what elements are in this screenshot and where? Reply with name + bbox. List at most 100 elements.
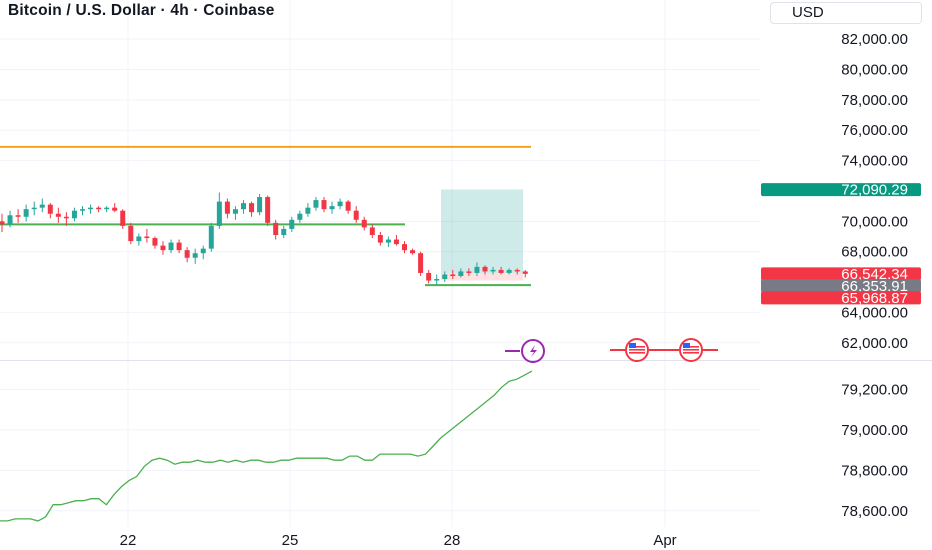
indicator-tick-label: 79,200.00: [841, 381, 908, 398]
candle-body: [96, 207, 102, 210]
candle-body: [216, 201, 222, 226]
candle-body: [522, 271, 528, 274]
price-badge-label: 65,968.87: [841, 290, 908, 307]
candle-body: [377, 234, 383, 243]
price-tick-label: 70,000.00: [841, 213, 908, 230]
candle-body: [313, 200, 319, 208]
candle-body: [434, 279, 440, 281]
time-axis: 22 25 28 Apr: [120, 532, 677, 549]
time-tick-label: 25: [282, 532, 299, 549]
candle-body: [184, 250, 190, 258]
candle-body: [353, 210, 359, 220]
candle-body: [297, 213, 303, 220]
price-tick-label: 74,000.00: [841, 153, 908, 170]
candle-body: [152, 238, 158, 246]
candle-body: [104, 207, 110, 210]
event-icons: [505, 338, 718, 363]
currency-selector[interactable]: USD: [770, 2, 922, 24]
candle-body: [241, 203, 246, 210]
candle-body: [281, 228, 287, 235]
horizontal-levels: [0, 145, 531, 287]
candle-body: [112, 207, 118, 211]
indicator-line-series: [0, 370, 533, 522]
indicator-tick-label: 78,600.00: [841, 503, 908, 520]
candle-body: [466, 271, 472, 273]
indicator-tick-label: 79,000.00: [841, 422, 908, 439]
flash-event-icon: [505, 339, 545, 363]
candle-body: [506, 269, 512, 273]
candle-body: [63, 216, 69, 219]
price-tick-label: 76,000.00: [841, 122, 908, 139]
candle-body: [80, 209, 85, 211]
candle-body: [385, 239, 391, 243]
candle-body: [88, 207, 94, 210]
candle-body: [418, 253, 424, 273]
candle-body: [176, 242, 182, 251]
price-badge-label: 66,542.34: [841, 266, 908, 283]
indicator-line: [0, 370, 533, 522]
price-tick-label: 68,000.00: [841, 244, 908, 261]
price-badge-label: 66,353.91: [841, 278, 908, 295]
candle-body: [265, 197, 271, 223]
price-tick-label: 64,000.00: [841, 304, 908, 321]
candle-body: [490, 269, 496, 272]
candle-body: [128, 225, 134, 242]
candle-body: [482, 266, 488, 272]
candle-body: [192, 253, 198, 258]
candle-body: [474, 266, 480, 273]
price-axis: 82,000.00 80,000.00 78,000.00 76,000.00 74,0…: [841, 31, 908, 520]
candle-body: [55, 213, 61, 217]
candle-body: [160, 245, 166, 251]
price-badge-bid: [761, 291, 921, 305]
candle-body: [458, 271, 464, 276]
candle-body: [426, 272, 432, 281]
candle-body: [305, 207, 311, 214]
target-zone-group: [441, 189, 523, 281]
candle-body: [321, 200, 327, 210]
candle-body: [23, 209, 29, 217]
time-tick-label: 28: [444, 532, 461, 549]
candlestick-series: [0, 192, 528, 286]
candle-body: [7, 215, 13, 225]
candle-body: [144, 236, 150, 239]
candle-body: [0, 221, 5, 225]
candle-body: [402, 244, 407, 251]
candle-body: [393, 239, 399, 245]
time-tick-label: Apr: [653, 532, 676, 549]
candle-body: [71, 210, 77, 219]
candle-body: [410, 250, 416, 254]
us-flag-event-icon: [610, 338, 664, 362]
time-tick-label: 22: [120, 532, 137, 549]
price-tick-label: 82,000.00: [841, 31, 908, 48]
candle-body: [136, 236, 142, 242]
candle-body: [514, 269, 520, 272]
candle-body: [200, 248, 206, 254]
price-badge-last: [761, 183, 921, 197]
chart-title: Bitcoin / U.S. Dollar · 4h · Coinbase: [8, 2, 275, 19]
candle-body: [361, 219, 367, 228]
price-tick-label: 80,000.00: [841, 62, 908, 79]
candle-body: [208, 225, 214, 249]
candle-body: [329, 206, 335, 210]
candle-body: [345, 201, 351, 211]
price-badge-ask: [761, 267, 921, 281]
indicator-tick-label: 78,800.00: [841, 462, 908, 479]
price-badge-label: 72,090.29: [841, 182, 908, 199]
candle-body: [337, 201, 343, 207]
stop-zone: [441, 272, 523, 281]
candle-body: [249, 203, 255, 213]
candle-body: [257, 197, 263, 213]
candle-body: [168, 242, 174, 251]
candle-body: [31, 207, 37, 210]
target-zone: [441, 189, 523, 273]
candle-body: [369, 227, 375, 235]
candle-body: [47, 204, 53, 214]
price-badge-mid: [761, 279, 921, 293]
candle-body: [273, 222, 279, 235]
candle-body: [289, 219, 295, 229]
candle-body: [39, 204, 45, 208]
us-flag-event-icon: [664, 338, 718, 362]
candle-body: [450, 274, 456, 276]
